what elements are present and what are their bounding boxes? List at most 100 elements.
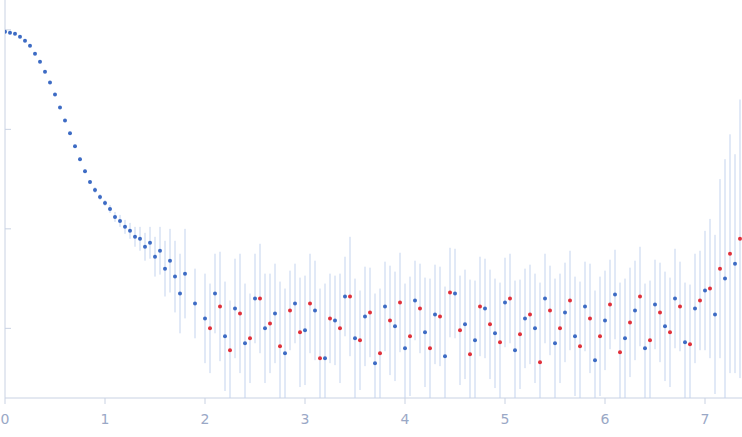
data-point: [303, 328, 307, 332]
data-point: [288, 308, 292, 312]
data-point: [233, 306, 237, 310]
error-bar: [245, 284, 246, 398]
data-point: [578, 344, 582, 348]
data-point: [408, 334, 412, 338]
data-point: [43, 70, 47, 74]
data-point: [698, 298, 702, 302]
data-point: [73, 144, 77, 148]
data-point: [503, 300, 507, 304]
data-point: [168, 259, 172, 263]
data-point: [678, 304, 682, 308]
error-bar: [285, 289, 286, 398]
data-point: [608, 302, 612, 306]
data-point: [348, 295, 352, 299]
data-point: [213, 292, 217, 296]
x-tick-label: 3: [301, 411, 310, 427]
data-point: [243, 341, 247, 345]
data-point: [483, 306, 487, 310]
data-point: [688, 342, 692, 346]
data-point: [148, 241, 152, 245]
data-point: [523, 316, 527, 320]
data-point: [673, 297, 677, 301]
data-point: [388, 318, 392, 322]
data-point: [693, 306, 697, 310]
data-point: [138, 237, 142, 241]
data-point: [48, 81, 52, 85]
data-point: [423, 330, 427, 334]
x-tick-label: 5: [501, 411, 510, 427]
x-tick-label: 6: [601, 411, 610, 427]
data-point: [313, 308, 317, 312]
data-point: [218, 304, 222, 308]
y-axis: [5, 0, 6, 398]
data-point: [433, 312, 437, 316]
data-point: [528, 312, 532, 316]
x-tick: [305, 398, 306, 404]
data-point: [493, 331, 497, 335]
data-point: [453, 292, 457, 296]
data-point: [363, 314, 367, 318]
data-point: [733, 262, 737, 266]
data-point: [228, 348, 232, 352]
data-point: [663, 324, 667, 328]
data-point: [68, 131, 72, 135]
data-point: [83, 169, 87, 173]
data-point: [23, 39, 27, 43]
data-point: [8, 31, 12, 35]
data-point: [643, 346, 647, 350]
data-point: [428, 346, 432, 350]
data-point: [518, 332, 522, 336]
data-point: [488, 322, 492, 326]
data-point: [623, 336, 627, 340]
data-point: [258, 297, 262, 301]
data-point: [268, 321, 272, 325]
data-point: [548, 308, 552, 312]
y-tick: [5, 328, 11, 329]
data-point: [108, 207, 112, 211]
data-point: [593, 358, 597, 362]
data-point: [658, 310, 662, 314]
data-point: [618, 350, 622, 354]
data-point: [53, 93, 57, 97]
data-point: [318, 356, 322, 360]
data-point: [468, 352, 472, 356]
data-point: [28, 44, 32, 48]
data-point: [18, 35, 22, 39]
data-point: [183, 272, 187, 276]
data-point: [5, 30, 7, 34]
data-point: [583, 304, 587, 308]
data-point: [398, 300, 402, 304]
error-bar: [470, 280, 471, 398]
x-tick: [605, 398, 606, 404]
error-bar: [375, 294, 376, 398]
x-tick: [405, 398, 406, 404]
data-point: [133, 235, 137, 239]
data-point: [613, 293, 617, 297]
data-point: [103, 201, 107, 205]
data-point: [333, 318, 337, 322]
data-point: [283, 351, 287, 355]
data-point: [533, 326, 537, 330]
x-tick: [205, 398, 206, 404]
error-bar: [555, 279, 556, 398]
data-point: [203, 316, 207, 320]
error-bar: [380, 289, 381, 398]
data-point: [443, 354, 447, 358]
data-point: [458, 328, 462, 332]
data-point: [403, 346, 407, 350]
data-point: [473, 338, 477, 342]
data-point: [93, 188, 97, 192]
data-point: [158, 249, 162, 253]
data-point: [118, 219, 122, 223]
data-point: [393, 324, 397, 328]
data-point: [713, 312, 717, 316]
data-point: [63, 118, 67, 122]
x-tick-label: 2: [201, 411, 210, 427]
error-bar: [430, 279, 431, 398]
data-point: [418, 306, 422, 310]
data-point: [723, 277, 727, 281]
data-point: [308, 301, 312, 305]
data-point: [208, 326, 212, 330]
data-point: [543, 297, 547, 301]
y-tick: [5, 228, 11, 229]
